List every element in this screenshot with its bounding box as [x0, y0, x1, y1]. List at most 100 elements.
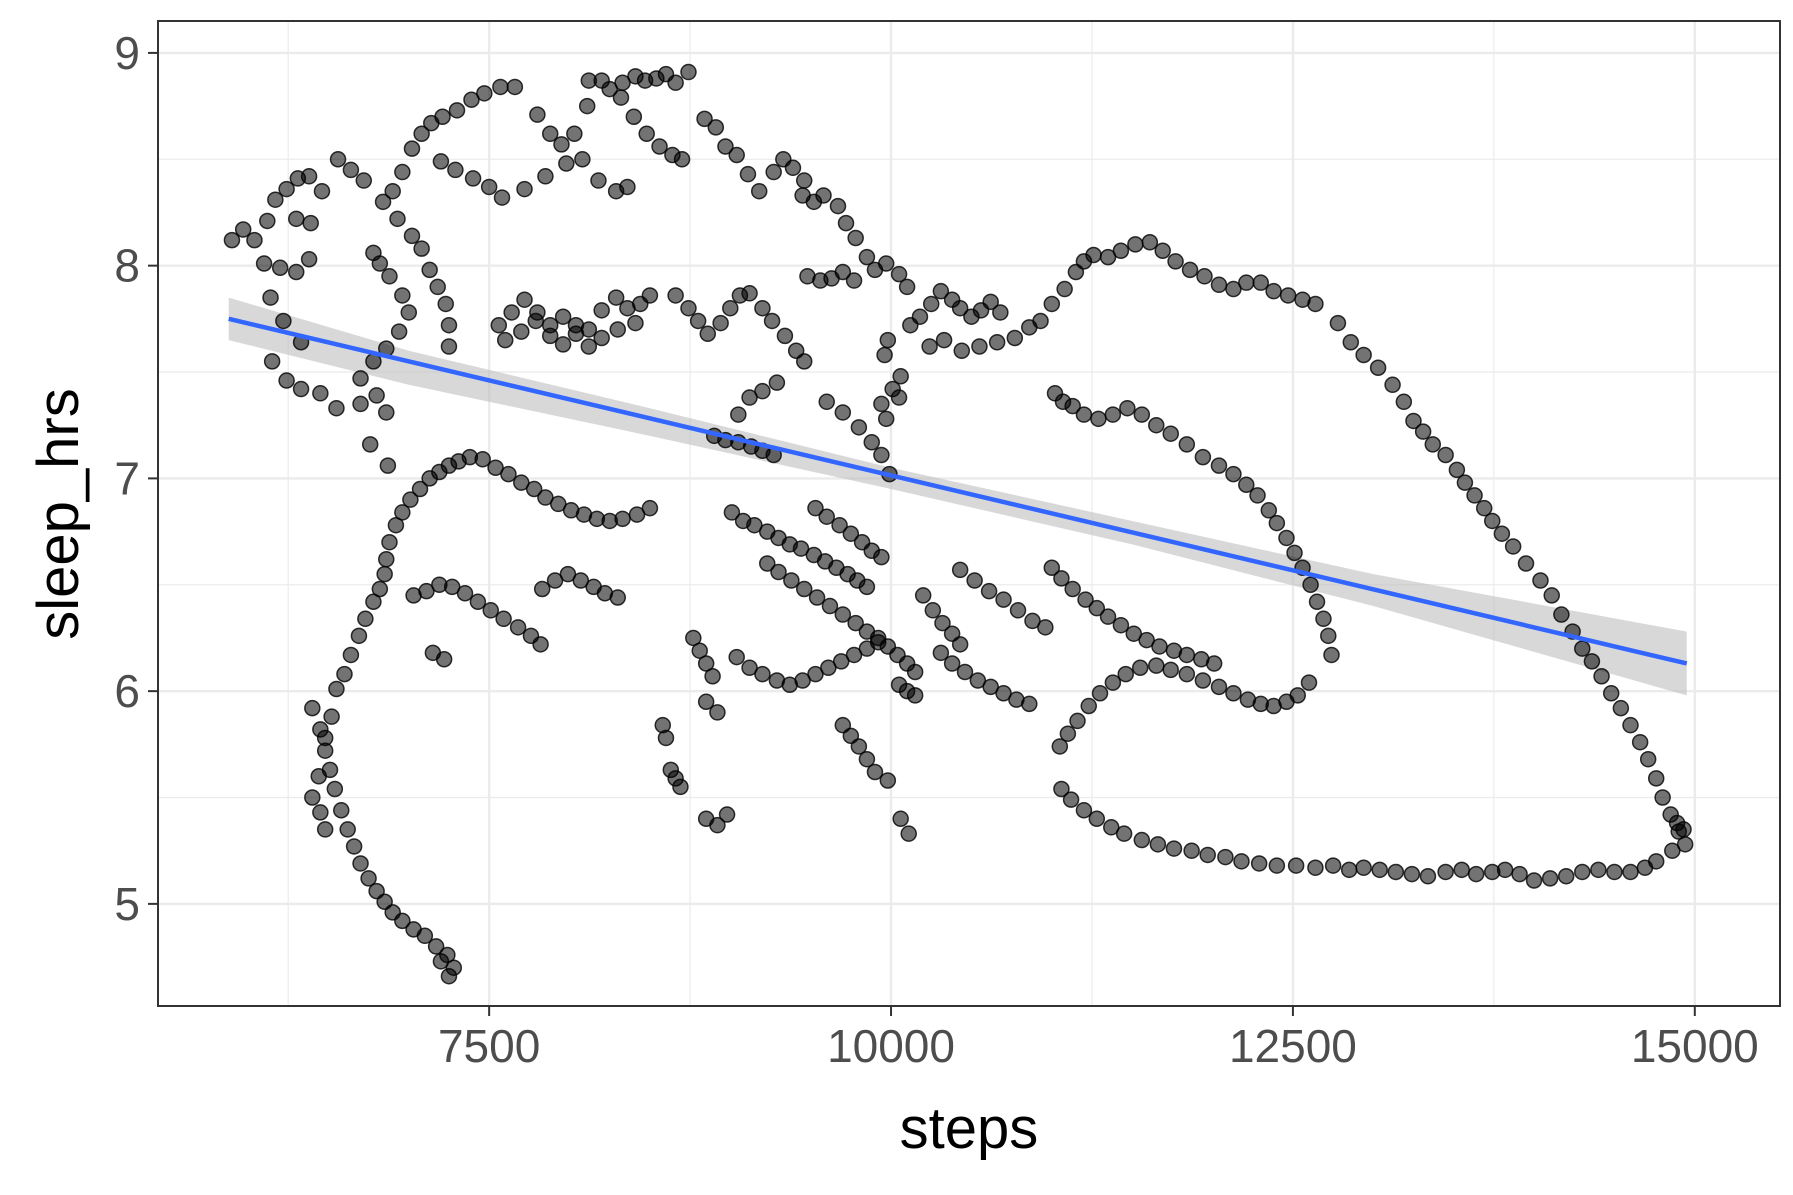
data-point: [847, 229, 864, 247]
data-point: [794, 672, 811, 689]
data-point: [847, 614, 864, 632]
data-point: [815, 187, 832, 204]
data-point: [1307, 295, 1324, 313]
data-point: [1437, 446, 1454, 464]
data-point: [554, 336, 572, 353]
data-point: [1053, 570, 1070, 587]
x-axis-ticks: 7500 10000 12500 15000: [438, 1006, 1759, 1072]
data-point: [783, 572, 800, 589]
data-point: [389, 210, 406, 228]
data-point: [1104, 406, 1122, 423]
data-point: [795, 353, 813, 370]
data-point: [696, 110, 713, 128]
data-point: [1414, 423, 1432, 440]
data-point: [614, 510, 631, 528]
data-point: [873, 548, 890, 566]
data-point: [921, 338, 938, 355]
plot-panel-border: [157, 20, 1781, 1007]
data-point: [1225, 685, 1242, 702]
data-point: [728, 146, 745, 164]
data-point: [513, 323, 530, 340]
data-point: [1300, 674, 1318, 691]
data-point: [799, 268, 816, 285]
data-point: [234, 221, 252, 238]
data-point: [1196, 268, 1213, 285]
data-point: [487, 459, 504, 477]
data-point: [546, 572, 564, 589]
data-point: [463, 91, 480, 108]
data-point: [1583, 653, 1601, 670]
data-point: [1278, 529, 1295, 547]
data-point: [413, 240, 430, 257]
trend-line-layer: [228, 316, 1688, 666]
data-point: [792, 540, 810, 557]
data-point: [1043, 559, 1061, 576]
data-point: [456, 585, 474, 602]
y-tick-label: 5: [114, 878, 140, 930]
data-point: [1178, 665, 1196, 683]
data-point: [932, 644, 950, 662]
data-point: [390, 323, 408, 340]
data-point: [304, 699, 321, 717]
data-point: [593, 329, 610, 347]
data-point: [746, 516, 763, 534]
data-point: [480, 178, 498, 196]
data-point: [537, 489, 554, 506]
data-point: [516, 291, 533, 308]
data-point: [263, 353, 281, 370]
data-point: [995, 685, 1012, 702]
data-point: [1149, 836, 1167, 853]
data-point: [1154, 242, 1171, 260]
data-point: [722, 299, 739, 317]
data-point: [1178, 646, 1196, 664]
data-point: [365, 244, 382, 262]
data-point: [1077, 591, 1094, 608]
data-point: [776, 327, 794, 345]
data-point: [1117, 665, 1134, 683]
data-point: [432, 153, 450, 170]
data-point: [845, 646, 863, 664]
data-point: [820, 659, 837, 676]
data-point: [1238, 274, 1255, 291]
data-point: [352, 395, 369, 413]
data-point: [898, 278, 916, 296]
data-point: [1085, 246, 1102, 264]
data-point: [1384, 376, 1401, 394]
data-point: [754, 299, 771, 317]
data-point: [1238, 476, 1255, 494]
data-point: [1265, 282, 1282, 300]
data-point: [368, 387, 385, 404]
data-point: [906, 663, 924, 681]
data-point: [651, 138, 668, 155]
data-point: [845, 272, 863, 289]
data-point: [821, 597, 839, 615]
data-point: [1324, 857, 1342, 874]
data-point: [1090, 410, 1107, 428]
data-point: [628, 506, 646, 523]
data-point: [328, 680, 345, 698]
data-point: [1194, 448, 1212, 466]
data-point: [506, 78, 524, 96]
data-point: [278, 180, 295, 198]
data-point: [1225, 280, 1242, 298]
x-tick-label: 10000: [827, 1020, 955, 1072]
data-point: [302, 214, 319, 232]
data-point: [440, 316, 458, 334]
data-point: [892, 368, 909, 385]
data-point: [1181, 261, 1199, 279]
data-point: [879, 772, 897, 789]
data-point: [1405, 412, 1422, 430]
data-point: [421, 261, 438, 279]
data-point: [657, 729, 675, 747]
data-point: [1639, 750, 1657, 768]
data-point: [1133, 406, 1151, 423]
data-point: [717, 138, 734, 155]
data-point: [1210, 276, 1228, 294]
data-point: [689, 312, 707, 330]
data-point: [527, 312, 545, 330]
data-point: [345, 838, 363, 855]
data-point: [1162, 661, 1179, 679]
data-point: [1340, 861, 1358, 879]
data-point: [1127, 236, 1144, 253]
data-point: [1612, 699, 1630, 717]
